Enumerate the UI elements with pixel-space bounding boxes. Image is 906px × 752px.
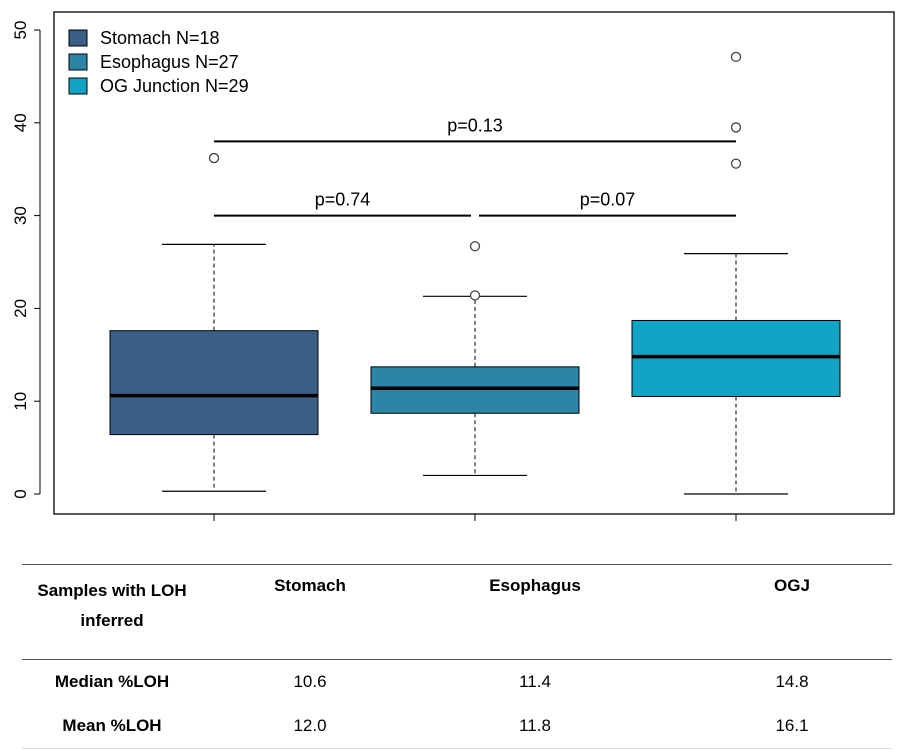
table-bottom-rule: [22, 748, 892, 749]
boxes: [109, 51, 841, 495]
y-tick-label: 40: [11, 113, 30, 132]
legend-label: OG Junction N=29: [100, 76, 249, 96]
iqr-box: [631, 319, 841, 398]
y-tick-label: 0: [11, 489, 30, 498]
p-value-label: p=0.07: [580, 190, 636, 210]
legend-label: Esophagus N=27: [100, 52, 239, 72]
table-header-stomach: Stomach: [274, 576, 346, 595]
p-value-label: p=0.13: [447, 115, 503, 135]
table-top-rule: [22, 564, 892, 565]
iqr-box: [109, 330, 319, 436]
outlier-point: [469, 241, 481, 252]
outlier-point: [208, 152, 220, 164]
box-1: [109, 152, 319, 492]
table-cell-mean-ogj: 16.1: [775, 716, 809, 735]
legend: Stomach N=18 Esophagus N=27 OG Junction N=…: [68, 28, 249, 96]
table-cell-median-stomach: 10.6: [293, 672, 327, 691]
box-2: [370, 241, 580, 477]
y-tick-label: 10: [11, 392, 30, 411]
table-cell-mean-stomach: 12.0: [293, 716, 327, 735]
p-value-label: p=0.74: [315, 190, 371, 210]
iqr-box: [370, 366, 580, 414]
y-tick-label: 30: [11, 206, 30, 225]
box-plot: 0 10 20 30 40 50 p=0.13 p=0.74 p=0.07 Stomach N…: [11, 11, 895, 521]
outlier-point: [469, 290, 481, 301]
outlier-point: [730, 158, 742, 169]
box-3: [631, 51, 841, 495]
table-header-ogj: OGJ: [774, 576, 810, 595]
table-mid-rule: [22, 659, 892, 660]
outlier-point: [730, 122, 742, 133]
y-tick-label: 20: [11, 299, 30, 318]
outlier-point: [730, 51, 742, 63]
y-axis: 0 10 20 30 40 50: [11, 21, 41, 499]
y-tick-label: 50: [11, 21, 30, 40]
x-axis: [213, 513, 737, 521]
legend-swatch: [68, 53, 88, 71]
legend-swatch: [68, 77, 88, 95]
table-cell-median-ogj: 14.8: [775, 672, 809, 691]
table-header-label: Samples with LOH inferred: [22, 576, 202, 636]
table-row-median-label: Median %LOH: [54, 672, 170, 691]
table-cell-mean-esophagus: 11.8: [519, 716, 551, 735]
table-cell-median-esophagus: 11.4: [519, 672, 551, 691]
table-row-mean-label: Mean %LOH: [62, 716, 162, 735]
table-header-label-line2: inferred: [80, 611, 144, 630]
legend-swatch: [68, 29, 88, 47]
table-header-esophagus: Esophagus: [489, 576, 581, 595]
table-header-label-line1: Samples with LOH: [37, 581, 187, 600]
legend-label: Stomach N=18: [100, 28, 220, 48]
significance-bars: p=0.13 p=0.74 p=0.07: [214, 115, 736, 217]
